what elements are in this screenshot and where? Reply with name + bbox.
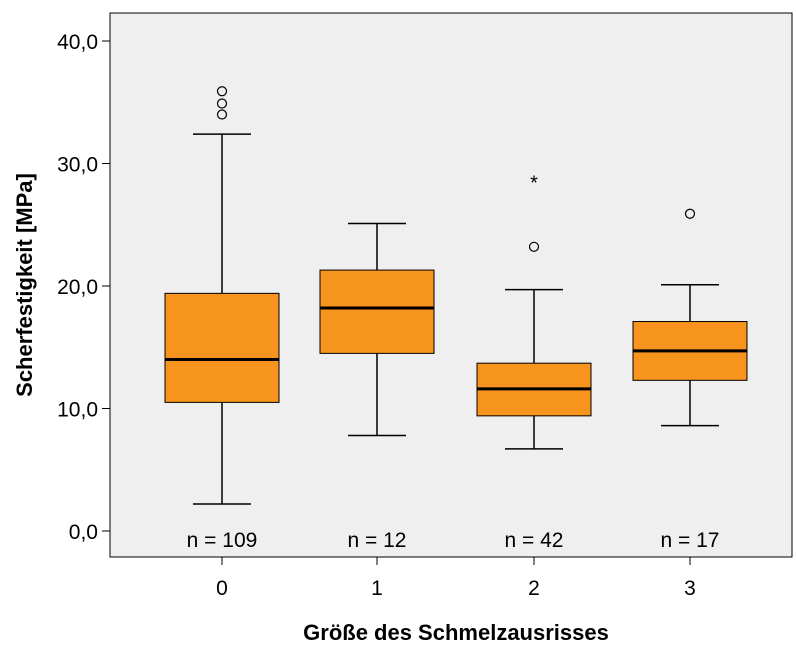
- n-label: n = 109: [187, 529, 258, 552]
- box-group-1: n = 12: [319, 222, 435, 552]
- x-tick-label: 3: [684, 577, 696, 600]
- y-tick-label: 20,0: [57, 276, 98, 299]
- y-tick-label: 40,0: [57, 31, 98, 54]
- x-axis-title: Größe des Schmelzausrisses: [303, 620, 609, 645]
- box-group-0: n = 109: [164, 86, 280, 552]
- x-tick-label: 1: [371, 577, 383, 600]
- y-axis: 0,0 10,0 20,0 30,0 40,0: [57, 31, 110, 544]
- outlier-point: [216, 109, 228, 120]
- y-tick-label: 30,0: [57, 154, 98, 177]
- box-group-3: n = 17: [632, 208, 748, 552]
- y-tick-label: 10,0: [57, 399, 98, 422]
- n-label: n = 12: [348, 529, 407, 552]
- x-tick-label: 0: [216, 577, 228, 600]
- outlier-point: [528, 241, 540, 252]
- boxes: n = 109 n = 12 * n = 42 n = 17: [164, 86, 748, 552]
- y-tick-label: 0,0: [69, 521, 98, 544]
- n-label: n = 42: [505, 529, 564, 552]
- outlier-point: [216, 98, 228, 109]
- iqr-box: [164, 292, 280, 403]
- y-axis-title: Scherfestigkeit [MPa]: [12, 173, 37, 397]
- x-axis: 0 1 2 3: [216, 557, 696, 600]
- n-label: n = 17: [661, 529, 720, 552]
- iqr-box: [319, 269, 435, 354]
- extreme-point: *: [530, 173, 538, 195]
- x-tick-label: 2: [528, 577, 540, 600]
- outlier-point: [216, 86, 228, 97]
- box-group-2: * n = 42: [476, 173, 592, 552]
- outlier-point: [684, 208, 696, 219]
